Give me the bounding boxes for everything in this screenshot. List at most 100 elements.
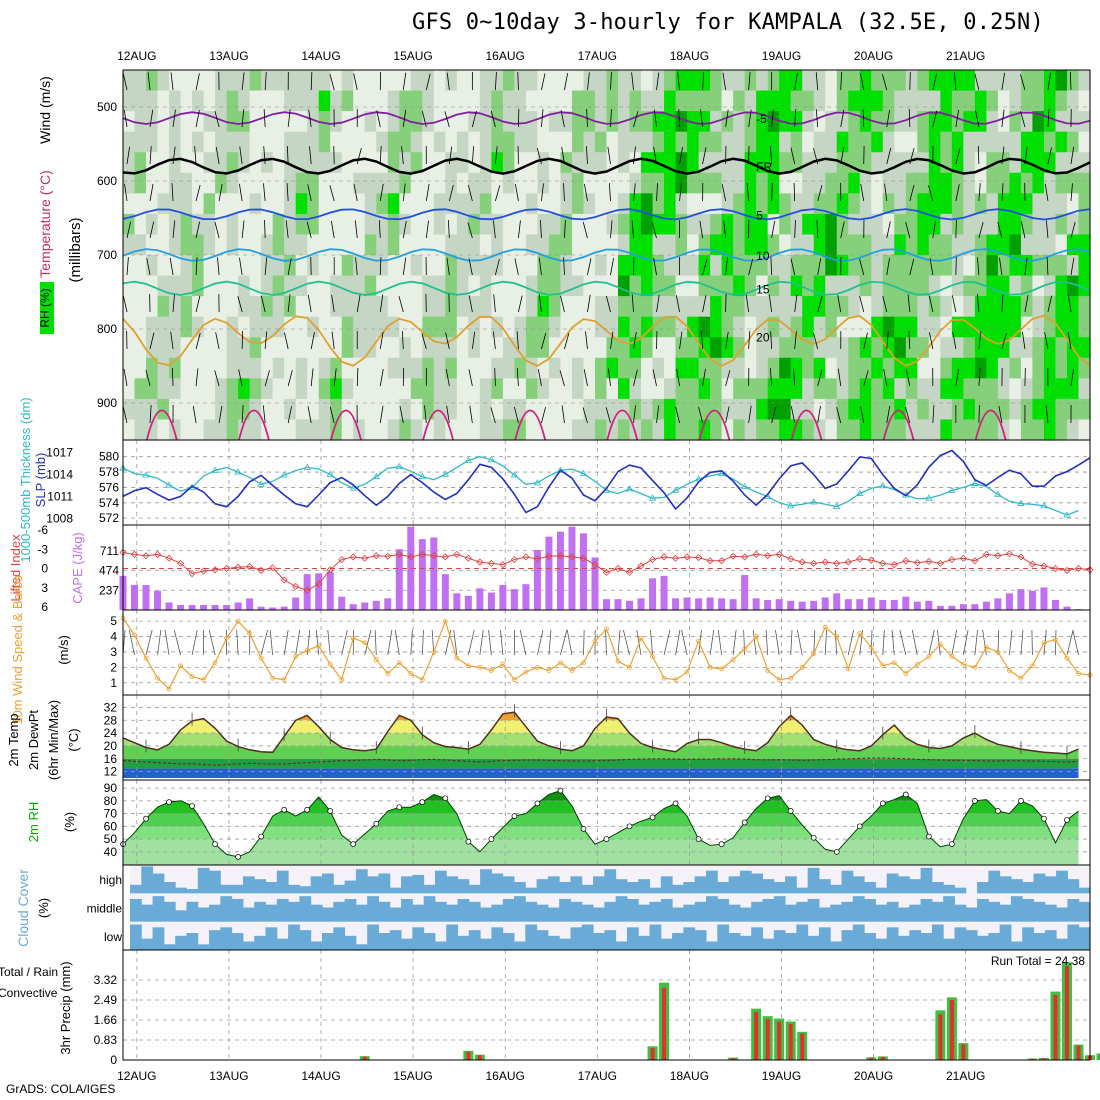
rh-cell bbox=[641, 337, 654, 359]
li-marker bbox=[614, 564, 622, 573]
wind-speed-marker bbox=[281, 677, 287, 683]
rh-marker bbox=[995, 808, 1001, 814]
li-marker bbox=[1005, 550, 1013, 558]
cloud-bar-high bbox=[909, 879, 922, 894]
rh-cell bbox=[433, 337, 446, 359]
rh-cell bbox=[652, 213, 665, 236]
rh-cell bbox=[848, 337, 861, 359]
cloud-bar-high bbox=[423, 884, 436, 894]
rh-cell bbox=[1032, 357, 1045, 379]
rh-cell bbox=[963, 357, 976, 379]
rh-cell bbox=[226, 172, 239, 194]
wind-speed-marker bbox=[650, 654, 655, 659]
cape-bar bbox=[856, 599, 864, 610]
rh-cell bbox=[997, 70, 1011, 92]
precip-total-bar bbox=[1096, 1053, 1100, 1060]
rh-cell bbox=[387, 296, 400, 318]
rh-cell bbox=[1020, 111, 1034, 133]
wind-barb bbox=[195, 221, 201, 239]
temp-band bbox=[123, 758, 1079, 769]
rh-cell bbox=[733, 234, 746, 256]
cloud-bar-low bbox=[762, 938, 775, 950]
rh-cell bbox=[456, 337, 469, 359]
cloud-bar-high bbox=[254, 879, 267, 894]
rh-cell bbox=[629, 70, 642, 92]
rh-cell bbox=[951, 357, 964, 379]
cloud-bar-low bbox=[209, 930, 221, 950]
cloud-bar-low bbox=[660, 938, 673, 950]
rh-cell bbox=[479, 234, 492, 256]
wind-barb bbox=[1024, 295, 1029, 313]
rh-cell bbox=[238, 90, 251, 112]
cloud-bar-low bbox=[220, 927, 233, 950]
rh-cell bbox=[341, 398, 354, 421]
surface-wind-barb bbox=[1066, 629, 1074, 656]
cape-bar bbox=[787, 600, 795, 610]
rh-cell bbox=[364, 296, 377, 318]
rh-cell bbox=[491, 152, 504, 174]
wind-barb bbox=[126, 257, 129, 276]
rh-cell bbox=[537, 152, 550, 174]
rh-cell bbox=[169, 193, 182, 215]
wind-barb bbox=[329, 185, 335, 202]
rh-cell bbox=[502, 70, 516, 92]
cloud-bar-high bbox=[1056, 870, 1068, 894]
wind-barb bbox=[538, 257, 542, 276]
cloud-bar-middle bbox=[977, 899, 989, 922]
rh-cell bbox=[882, 131, 895, 153]
wind-barb bbox=[793, 183, 796, 202]
surface-wind-barb bbox=[283, 629, 289, 656]
thickness-tick-label: 572 bbox=[99, 511, 119, 525]
rh-cell bbox=[767, 172, 780, 194]
wind-speed-marker bbox=[926, 654, 932, 659]
precip-convective-bar bbox=[662, 987, 667, 1060]
rh-cell bbox=[951, 337, 964, 359]
thickness-marker bbox=[948, 486, 956, 493]
rh-cell bbox=[1078, 213, 1091, 236]
rh-cell bbox=[399, 255, 412, 277]
wind-barb bbox=[836, 406, 842, 424]
rh-cell bbox=[951, 255, 964, 277]
rh-cell bbox=[399, 70, 412, 92]
cloud-bar-middle bbox=[322, 907, 334, 922]
rh-cell bbox=[353, 111, 366, 133]
rh-cell bbox=[767, 357, 780, 379]
wind-speed-marker bbox=[350, 635, 356, 641]
wind-barb bbox=[840, 221, 845, 239]
wind-barb bbox=[955, 220, 957, 239]
rh-cell bbox=[974, 419, 987, 441]
wind-barb bbox=[605, 407, 611, 424]
cloud-bar-low bbox=[909, 930, 922, 950]
wind-barb bbox=[951, 295, 957, 313]
rh-cell bbox=[1020, 419, 1034, 441]
rh-cell bbox=[422, 419, 435, 441]
rh-cell bbox=[571, 337, 585, 359]
rh-cell bbox=[548, 378, 562, 400]
rh-marker bbox=[534, 800, 541, 807]
rh-cell bbox=[687, 172, 700, 194]
rh-cell bbox=[295, 70, 308, 92]
rh-cell bbox=[629, 296, 642, 318]
cape-bar bbox=[257, 606, 265, 610]
rh-marker bbox=[1041, 815, 1047, 822]
wind-barb bbox=[1070, 221, 1076, 239]
rh-cell bbox=[940, 90, 953, 112]
rh-cell bbox=[710, 316, 723, 338]
rh-cell bbox=[629, 172, 642, 194]
li-marker bbox=[476, 558, 484, 566]
cloud-bar-high bbox=[242, 876, 255, 894]
rh-cell bbox=[295, 255, 308, 277]
rh-cell bbox=[698, 316, 711, 338]
rh-cell bbox=[272, 296, 285, 318]
li-tick-label: 6 bbox=[41, 600, 48, 614]
precip-tick-label: 0.83 bbox=[94, 1033, 118, 1047]
rh-cell bbox=[468, 234, 481, 256]
rh-cell bbox=[963, 193, 976, 215]
rh-cell bbox=[733, 193, 746, 215]
cloud-bar-low bbox=[355, 944, 368, 950]
cloud-bar-low bbox=[265, 927, 278, 950]
li-marker bbox=[695, 554, 703, 562]
wind-speed-marker bbox=[569, 668, 575, 673]
rh-cell bbox=[951, 419, 964, 441]
